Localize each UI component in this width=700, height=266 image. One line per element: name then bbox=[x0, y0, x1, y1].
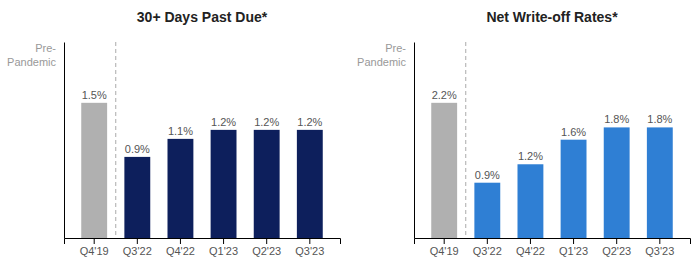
annotation-line: Pre- bbox=[35, 42, 56, 54]
x-tick-label: Q4'19 bbox=[80, 245, 109, 257]
x-tick-label: Q3'22 bbox=[123, 245, 152, 257]
chart-title: Net Write-off Rates* bbox=[486, 9, 618, 25]
annotation: Pre- Pandemic bbox=[357, 42, 406, 68]
bars bbox=[81, 103, 323, 238]
x-tick-mark bbox=[137, 238, 138, 244]
x-tick: Q4'22 bbox=[166, 238, 195, 257]
data-labels: 2.2% 0.9% 1.2% 1.6% 1.8% 1.8% bbox=[432, 89, 673, 181]
chart-root: 1.5%0.9%1.1%1.2%1.2%1.2%Q4'19Q3'22Q4'22Q… bbox=[0, 0, 700, 266]
data-label: 0.9% bbox=[475, 169, 500, 181]
x-tick: Q3'23 bbox=[645, 238, 674, 257]
x-tick-label: Q1'23 bbox=[209, 245, 238, 257]
data-label: 2.2% bbox=[432, 89, 457, 101]
x-tick-label: Q2'23 bbox=[602, 245, 631, 257]
y-axis bbox=[64, 43, 65, 239]
x-tick: Q1'23 bbox=[559, 238, 588, 257]
x-tick-mark bbox=[94, 238, 95, 244]
x-axis: Q4'19 Q3'22 Q4'22 Q1'23 Q2'23 Q3'23 bbox=[65, 238, 341, 257]
bar bbox=[604, 127, 630, 238]
bar bbox=[431, 103, 457, 238]
x-tick-mark bbox=[309, 238, 310, 244]
bar bbox=[168, 139, 194, 238]
x-tick-mark bbox=[573, 238, 574, 244]
x-tick: Q3'22 bbox=[123, 238, 152, 257]
x-tick: Q4'22 bbox=[516, 238, 545, 257]
annotation-line: Pre- bbox=[385, 42, 406, 54]
x-tick: Q2'23 bbox=[602, 238, 631, 257]
separator bbox=[115, 42, 116, 238]
x-tick-label: Q3'23 bbox=[295, 245, 324, 257]
data-label: 1.6% bbox=[561, 126, 586, 138]
x-tick-label: Q4'22 bbox=[516, 245, 545, 257]
x-tick-label: Q3'22 bbox=[473, 245, 502, 257]
data-label: 1.2% bbox=[297, 116, 322, 128]
x-tick-mark bbox=[223, 238, 224, 244]
y-axis-line bbox=[414, 43, 415, 239]
chart-title: 30+ Days Past Due* bbox=[137, 9, 268, 25]
x-axis: Q4'19 Q3'22 Q4'22 Q1'23 Q2'23 Q3'23 bbox=[415, 238, 691, 257]
x-tick-mark bbox=[266, 238, 267, 244]
annotation: Pre- Pandemic bbox=[7, 42, 56, 68]
x-tick: Q4'19 bbox=[80, 238, 109, 257]
bar bbox=[81, 103, 107, 238]
bar bbox=[297, 130, 323, 238]
data-label: 1.2% bbox=[211, 116, 236, 128]
data-label: 0.9% bbox=[125, 143, 150, 155]
annotation-line: Pandemic bbox=[7, 56, 56, 68]
panel: 1.5%0.9%1.1%1.2%1.2%1.2%Q4'19Q3'22Q4'22Q… bbox=[7, 42, 340, 257]
x-tick: Q4'19 bbox=[430, 238, 459, 257]
x-tick: Q3'22 bbox=[473, 238, 502, 257]
x-axis-line bbox=[415, 239, 691, 245]
x-tick: Q2'23 bbox=[252, 238, 281, 257]
bar bbox=[474, 183, 500, 238]
x-tick-mark bbox=[659, 238, 660, 244]
x-tick-mark bbox=[616, 238, 617, 244]
x-tick-mark bbox=[530, 238, 531, 244]
data-label: 1.8% bbox=[604, 113, 629, 125]
bar bbox=[124, 157, 150, 238]
bars bbox=[431, 103, 673, 238]
bar bbox=[254, 130, 280, 238]
bar bbox=[647, 127, 673, 238]
separator bbox=[465, 42, 466, 238]
y-axis bbox=[414, 43, 415, 239]
bar bbox=[211, 130, 237, 238]
data-label: 1.1% bbox=[168, 125, 193, 137]
data-label: 1.2% bbox=[518, 150, 543, 162]
bar bbox=[518, 164, 544, 238]
x-tick-label: Q3'23 bbox=[645, 245, 674, 257]
panel: 2.2%0.9%1.2%1.6%1.8%1.8%Q4'19Q3'22Q4'22Q… bbox=[357, 42, 690, 257]
x-tick-label: Q4'22 bbox=[166, 245, 195, 257]
data-label: 1.8% bbox=[647, 113, 672, 125]
x-tick-label: Q1'23 bbox=[559, 245, 588, 257]
x-tick: Q3'23 bbox=[295, 238, 324, 257]
x-tick-label: Q2'23 bbox=[252, 245, 281, 257]
bar bbox=[561, 140, 587, 238]
x-tick: Q1'23 bbox=[209, 238, 238, 257]
y-axis-line bbox=[64, 43, 65, 239]
data-label: 1.5% bbox=[82, 89, 107, 101]
data-labels: 1.5% 0.9% 1.1% 1.2% 1.2% 1.2% bbox=[82, 89, 323, 155]
x-axis-line bbox=[65, 239, 341, 245]
x-tick-mark bbox=[487, 238, 488, 244]
data-label: 1.2% bbox=[254, 116, 279, 128]
x-tick-mark bbox=[180, 238, 181, 244]
x-tick-mark bbox=[444, 238, 445, 244]
annotation-line: Pandemic bbox=[357, 56, 406, 68]
x-tick-label: Q4'19 bbox=[430, 245, 459, 257]
